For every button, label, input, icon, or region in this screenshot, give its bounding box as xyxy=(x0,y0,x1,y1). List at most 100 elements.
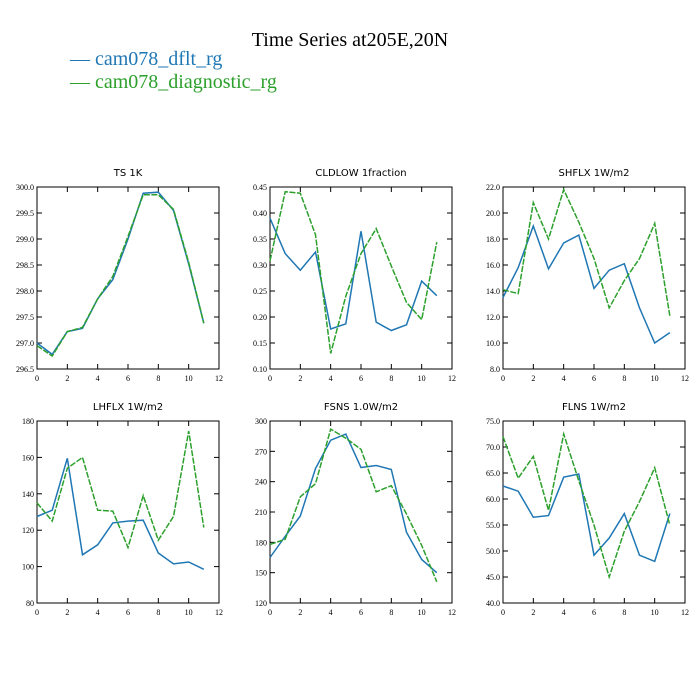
y-tick-label: 22.0 xyxy=(486,183,500,192)
x-tick-label: 6 xyxy=(126,374,130,383)
x-tick-label: 12 xyxy=(215,608,223,617)
y-tick-label: 12.0 xyxy=(486,313,500,322)
y-tick-label: 0.20 xyxy=(253,313,267,322)
y-tick-label: 80 xyxy=(26,599,34,608)
y-tick-label: 50.0 xyxy=(486,547,500,556)
x-tick-label: 4 xyxy=(96,374,100,383)
y-tick-label: 0.35 xyxy=(253,235,267,244)
panel-1: TS 1K 296.5 297.0 297.5 298.0 298.5 299.0 299.5… xyxy=(16,168,223,383)
panel-title: SHFLX 1W/m2 xyxy=(559,168,630,179)
y-tick-label: 180 xyxy=(22,417,34,426)
series-line-diagnostic xyxy=(502,187,671,316)
y-tick-label: 18.0 xyxy=(486,235,500,244)
x-tick-label: 4 xyxy=(96,608,100,617)
y-tick-label: 180 xyxy=(255,538,267,547)
figure-title: Time Series at205E,20N xyxy=(251,29,449,51)
y-tick-label: 70.0 xyxy=(486,443,500,452)
y-tick-label: 55.0 xyxy=(486,521,500,530)
x-tick-label: 6 xyxy=(592,374,596,383)
x-tick-label: 8 xyxy=(389,374,393,383)
y-tick-label: 0.25 xyxy=(253,287,267,296)
legend-line-dflt: — xyxy=(70,48,95,70)
y-tick-label: 10.0 xyxy=(486,339,500,348)
x-tick-label: 10 xyxy=(651,374,659,383)
y-tick-label: 0.15 xyxy=(253,339,267,348)
y-tick-label: 150 xyxy=(255,569,267,578)
y-tick-label: 40.0 xyxy=(486,599,500,608)
y-tick-label: 0.30 xyxy=(253,261,267,270)
x-tick-label: 12 xyxy=(681,608,689,617)
y-tick-label: 240 xyxy=(255,478,267,487)
y-tick-label: 300 xyxy=(255,417,267,426)
x-tick-label: 6 xyxy=(126,608,130,617)
x-tick-label: 0 xyxy=(501,608,505,617)
panel-title: FSNS 1.0W/m2 xyxy=(324,402,398,413)
panel-6: FLNS 1W/m2 40.0 45.0 50.0 55.0 60.0 65.0 70.0 75… xyxy=(486,402,689,617)
x-tick-label: 0 xyxy=(268,374,272,383)
x-tick-label: 8 xyxy=(622,608,626,617)
y-tick-label: 210 xyxy=(255,508,267,517)
y-tick-label: 75.0 xyxy=(486,417,500,426)
series-line-dflt xyxy=(36,458,205,570)
panel-4: LHFLX 1W/m2 80 100 120 140 160 180 0 2 4 6 8 10 12 xyxy=(22,402,223,617)
series-line-diagnostic xyxy=(502,431,671,580)
x-tick-label: 6 xyxy=(359,608,363,617)
y-tick-label: 270 xyxy=(255,447,267,456)
x-tick-label: 6 xyxy=(592,608,596,617)
x-tick-label: 10 xyxy=(651,608,659,617)
y-tick-label: 0.40 xyxy=(253,209,267,218)
x-tick-label: 4 xyxy=(329,608,333,617)
y-tick-label: 0.45 xyxy=(253,183,267,192)
y-tick-label: 299.0 xyxy=(16,235,34,244)
x-tick-label: 8 xyxy=(156,374,160,383)
x-tick-label: 8 xyxy=(622,374,626,383)
y-tick-label: 45.0 xyxy=(486,573,500,582)
series-line-dflt xyxy=(502,473,671,563)
y-tick-label: 297.5 xyxy=(16,313,34,322)
x-tick-label: 12 xyxy=(215,374,223,383)
y-tick-label: 140 xyxy=(22,490,34,499)
y-tick-label: 100 xyxy=(22,563,34,572)
legend-label-dflt: cam078_dflt_rg xyxy=(95,48,223,70)
plot-frame xyxy=(269,420,453,604)
series-line-dflt xyxy=(502,223,671,345)
x-tick-label: 2 xyxy=(298,374,302,383)
y-tick-label: 120 xyxy=(255,599,267,608)
panel-2: CLDLOW 1fraction 0.10 0.15 0.20 0.25 0.30 0.35… xyxy=(253,168,456,383)
y-tick-label: 298.5 xyxy=(16,261,34,270)
y-tick-label: 120 xyxy=(22,526,34,535)
x-tick-label: 10 xyxy=(418,608,426,617)
y-tick-label: 0.10 xyxy=(253,365,267,374)
y-tick-label: 20.0 xyxy=(486,209,500,218)
x-tick-label: 4 xyxy=(562,608,566,617)
series-line-diagnostic xyxy=(36,194,205,358)
legend-item-dflt: — cam078_dflt_rg xyxy=(70,48,222,71)
x-tick-label: 2 xyxy=(531,608,535,617)
x-tick-label: 8 xyxy=(389,608,393,617)
x-tick-label: 2 xyxy=(531,374,535,383)
y-tick-label: 16.0 xyxy=(486,261,500,270)
y-tick-label: 160 xyxy=(22,453,34,462)
series-line-diagnostic xyxy=(36,430,205,550)
x-tick-label: 0 xyxy=(268,608,272,617)
x-tick-label: 8 xyxy=(156,608,160,617)
y-tick-label: 65.0 xyxy=(486,469,500,478)
series-line-diagnostic xyxy=(269,190,438,354)
legend-line-diagnostic: — xyxy=(70,71,95,93)
x-tick-label: 10 xyxy=(185,374,193,383)
x-tick-label: 4 xyxy=(329,374,333,383)
y-tick-label: 300.0 xyxy=(16,183,34,192)
y-tick-label: 297.0 xyxy=(16,339,34,348)
x-tick-label: 12 xyxy=(448,374,456,383)
series-line-dflt xyxy=(269,433,438,574)
plot-frame xyxy=(269,186,453,370)
x-tick-label: 4 xyxy=(562,374,566,383)
x-tick-label: 2 xyxy=(65,608,69,617)
series-line-dflt xyxy=(269,217,438,332)
y-tick-label: 296.5 xyxy=(16,365,34,374)
series-line-dflt xyxy=(36,191,205,356)
series-line-diagnostic xyxy=(269,427,438,583)
x-tick-label: 0 xyxy=(35,374,39,383)
x-tick-label: 10 xyxy=(418,374,426,383)
